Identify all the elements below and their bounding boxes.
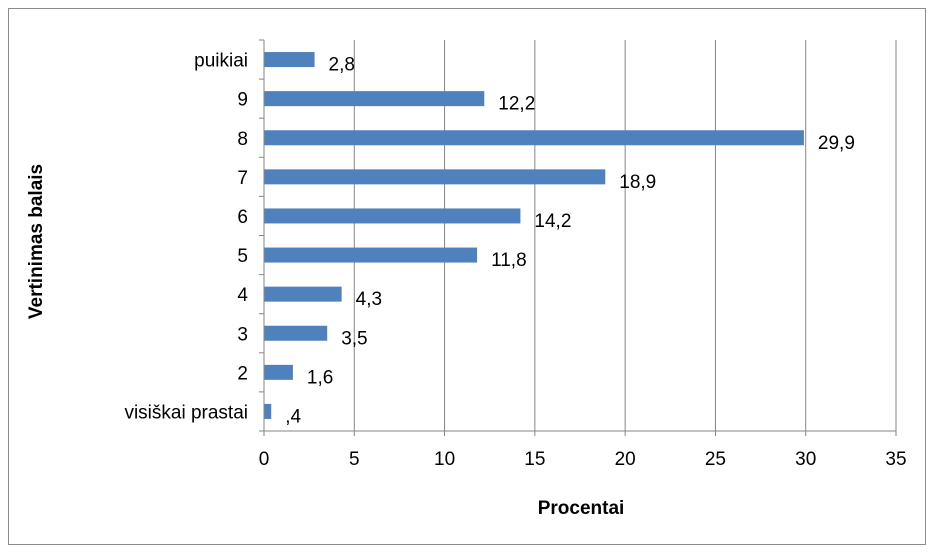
data-label-6: 14,2 [534,211,571,232]
y-tick-label-5: 5 [237,246,248,267]
axes [259,39,897,436]
x-tick-label-0: 0 [259,449,270,470]
y-tick-label-visiškai prastai: visiškai prastai [124,402,248,423]
y-tick-label-3: 3 [237,324,248,345]
data-label-7: 18,9 [619,172,656,193]
data-label-4: 4,3 [356,289,382,310]
bar-puikiai [264,52,315,68]
data-label-3: 3,5 [341,328,367,349]
y-tick-label-8: 8 [237,129,248,150]
data-label-2: 1,6 [307,367,333,388]
bar-4 [264,286,342,302]
data-label-5: 11,8 [491,250,527,271]
labels: 0 5 10 15 20 25 30 35 visiškai prastai 2 3 4 5 6 7 8 9 pu… [124,51,906,470]
bars [264,52,804,419]
y-tick-label-4: 4 [237,285,248,306]
x-tick-label-35: 35 [885,449,906,470]
data-label-8: 29,9 [818,133,855,154]
data-label-9: 12,2 [498,94,535,115]
y-axis-title: Vertinimas balais [26,164,47,319]
x-tick-label-10: 10 [434,449,455,470]
bar-9 [264,91,485,107]
y-tick-label-6: 6 [237,207,248,228]
bar-6 [264,208,521,224]
x-tick-label-30: 30 [795,449,816,470]
x-tick-label-25: 25 [705,449,726,470]
bar-7 [264,169,606,185]
x-tick-label-15: 15 [524,449,545,470]
y-tick-label-puikiai: puikiai [194,51,248,72]
bar-visiškai prastai [264,403,272,419]
chart-frame: 0 5 10 15 20 25 30 35 visiškai prastai 2 3 4 5 6 7 8 9 pu… [8,8,926,545]
bar-3 [264,325,328,341]
bar-2 [264,364,293,380]
x-tick-label-20: 20 [615,449,636,470]
data-label-visiškai prastai: ,4 [285,406,301,427]
bar-5 [264,247,478,263]
bar-chart: 0 5 10 15 20 25 30 35 visiškai prastai 2 3 4 5 6 7 8 9 pu… [26,39,907,519]
y-tick-label-2: 2 [237,363,248,384]
y-tick-label-9: 9 [237,90,248,111]
x-axis-title: Procentai [538,498,625,519]
x-tick-label-5: 5 [349,449,360,470]
bar-8 [264,130,804,146]
data-label-puikiai: 2,8 [329,55,355,76]
y-tick-label-7: 7 [237,168,248,189]
